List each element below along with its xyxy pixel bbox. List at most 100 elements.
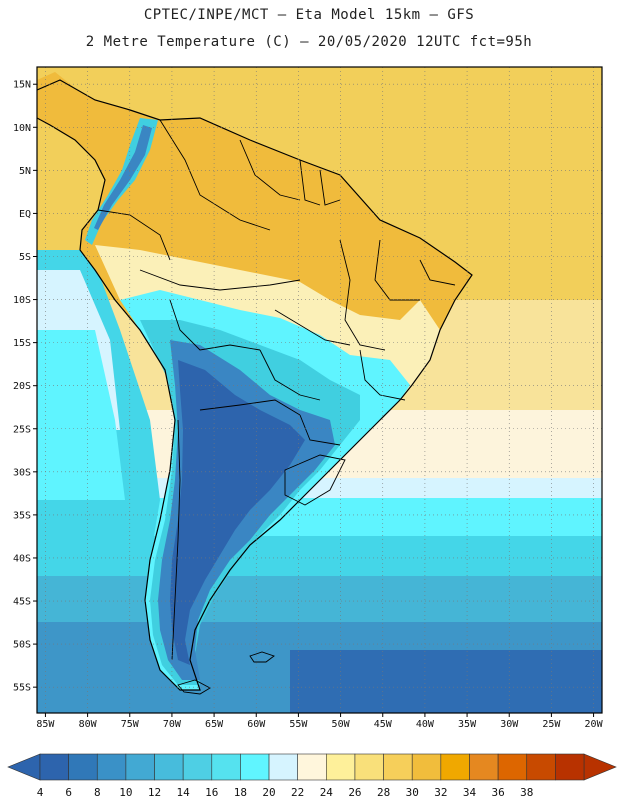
country-borders: [97, 119, 456, 661]
border-bolivia-argentina: [199, 399, 301, 416]
border-brazil-states-a: [339, 239, 386, 351]
lon-tick-label: 30W: [500, 719, 519, 730]
colorbar-swatch: [440, 753, 470, 781]
colorbar-swatch: [68, 753, 98, 781]
colorbar-swatch: [125, 753, 155, 781]
lat-tick-label: 5S: [19, 252, 31, 263]
falkland-islands: [249, 651, 275, 663]
border-guyana-suriname: [299, 159, 321, 206]
lon-tick-label: 50W: [332, 719, 351, 730]
border-peru-brazil: [139, 269, 301, 291]
map-plot-area: [37, 67, 602, 713]
colorbar-label: 20: [262, 786, 275, 799]
colorbar-label: 36: [491, 786, 504, 799]
lat-tick-label: 5N: [19, 166, 31, 177]
lat-tick-label: 15S: [13, 338, 31, 349]
lat-tick-label: EQ: [19, 209, 31, 220]
colorbar-swatch: [297, 753, 327, 781]
central-america-land: [37, 72, 75, 100]
lon-tick-label: 70W: [163, 719, 182, 730]
map-frame: [36, 66, 603, 714]
border-chile-argentina: [171, 419, 181, 661]
colorbar: 4 6 8 10 12 14 16 18 20 22 24 26 28 30 32 34 36 38: [7, 753, 617, 799]
border-brazil-states-d: [419, 259, 456, 286]
colorbar-label: 6: [65, 786, 72, 799]
colorbar-label: 24: [320, 786, 334, 799]
colorbar-swatch: [154, 753, 184, 781]
coastline: [37, 79, 473, 691]
lat-tick-label: 15N: [13, 80, 31, 91]
lon-tick-label: 45W: [374, 719, 393, 730]
colorbar-swatch: [411, 753, 442, 781]
lat-tick-label: 25S: [13, 424, 31, 435]
colorbar-label: 34: [463, 786, 477, 799]
lon-tick-label: 35W: [458, 719, 477, 730]
lat-tick-label: 20S: [13, 381, 31, 392]
colorbar-label: 38: [520, 786, 533, 799]
border-peru-bolivia: [169, 299, 261, 351]
colorbar-swatch: [555, 753, 585, 781]
colorbar-label: 18: [234, 786, 247, 799]
lat-tick-label: 55S: [13, 683, 31, 694]
colorbar-swatch: [326, 753, 356, 781]
border-suriname-guiana: [319, 169, 341, 206]
colorbar-swatch: [96, 753, 127, 781]
colorbar-swatch: [526, 753, 556, 781]
border-uruguay: [284, 454, 346, 506]
lon-tick-label: 60W: [247, 719, 266, 730]
colorbar-label: 10: [119, 786, 132, 799]
colorbar-swatch: [268, 753, 298, 781]
border-brazil-states-c: [359, 349, 406, 401]
lon-tick-label: 20W: [585, 719, 604, 730]
lon-tick-label: 80W: [79, 719, 98, 730]
lon-tick-label: 40W: [416, 719, 435, 730]
colorbar-label: 12: [148, 786, 161, 799]
border-paraguay: [299, 414, 341, 446]
colorbar-label: 28: [377, 786, 390, 799]
colorbar-swatch: [182, 753, 213, 781]
colorbar-label: 30: [406, 786, 419, 799]
border-colombia-ecuador-peru: [97, 209, 171, 261]
border-bolivia-brazil: [259, 349, 321, 401]
colorbar-label: 4: [37, 786, 44, 799]
border-venezuela-guyana: [239, 139, 301, 201]
colorbar-over-arrow: [583, 753, 617, 781]
lat-tick-label: 35S: [13, 510, 31, 521]
lon-tick-label: 65W: [205, 719, 224, 730]
colorbar-label: 32: [434, 786, 447, 799]
lat-tick-label: 45S: [13, 597, 31, 608]
border-brazil-states-b: [374, 239, 420, 301]
colorbar-swatch: [211, 753, 241, 781]
lon-tick-label: 85W: [36, 719, 55, 730]
colorbar-label: 14: [177, 786, 191, 799]
title-line-1: CPTEC/INPE/MCT – Eta Model 15km – GFS: [143, 7, 475, 23]
latitude-axis: 15N 10N 5N EQ 5S 10S 15S 20S 25S 30S 35S 40S 45S 50S 5…: [13, 80, 37, 694]
lat-tick-label: 10S: [13, 295, 31, 306]
lon-tick-label: 75W: [121, 719, 140, 730]
colorbar-under-arrow: [7, 753, 41, 781]
colorbar-swatch: [240, 753, 270, 781]
tierra-del-fuego: [177, 679, 211, 695]
ocean-band-deepest: [290, 650, 602, 713]
longitude-axis: 85W 80W 75W 70W 65W 60W 55W 50W 45W 40W 35W 30W 25W 2…: [36, 713, 604, 730]
lat-tick-label: 40S: [13, 553, 31, 564]
colorbar-swatch: [497, 753, 528, 781]
pacific-cyan-region: [37, 330, 125, 500]
colorbar-label: 26: [348, 786, 361, 799]
colorbar-swatch: [39, 753, 69, 781]
lon-tick-label: 25W: [542, 719, 561, 730]
border-colombia-venezuela: [159, 119, 271, 231]
colorbar-swatch: [469, 753, 499, 781]
lat-tick-label: 30S: [13, 467, 31, 478]
lat-tick-label: 50S: [13, 640, 31, 651]
ocean-band-blue: [37, 576, 602, 624]
land-darkblue-region: [170, 360, 305, 665]
colorbar-swatch: [354, 753, 384, 781]
lon-tick-label: 55W: [289, 719, 308, 730]
andes-coldest-strip: [94, 125, 152, 230]
colorbar-label: 22: [291, 786, 304, 799]
lat-tick-label: 10N: [13, 123, 31, 134]
colorbar-swatch: [383, 753, 413, 781]
title-line-2: 2 Metre Temperature (C) – 20/05/2020 12U…: [85, 34, 533, 50]
